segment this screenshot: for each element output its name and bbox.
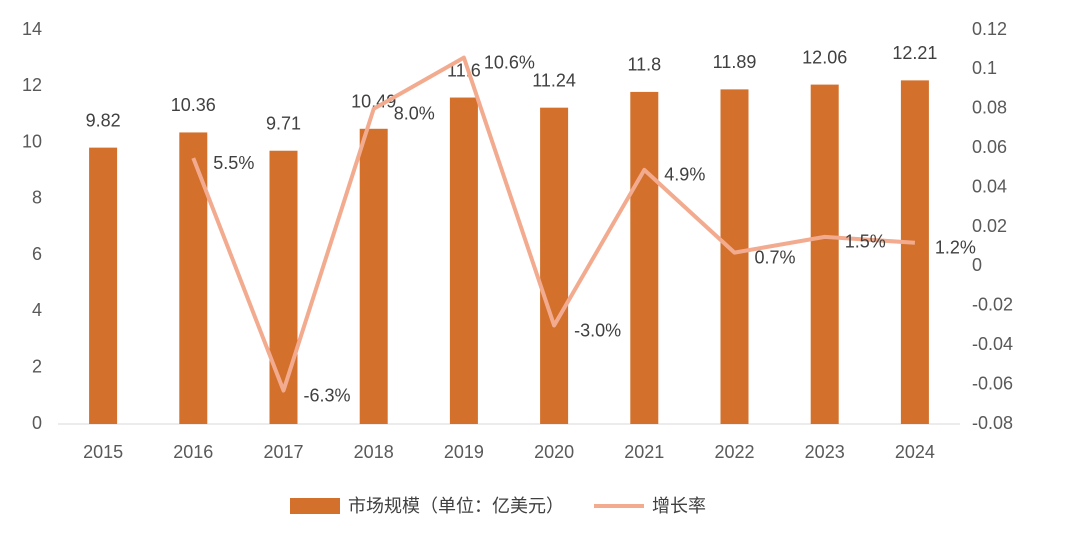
x-tick-label: 2018 [354, 442, 394, 462]
bar-value-label: 11.8 [627, 55, 661, 75]
bar [900, 80, 929, 424]
bar-value-label: 10.36 [171, 95, 216, 115]
x-tick-label: 2017 [263, 442, 303, 462]
y2-tick-label: 0.1 [972, 58, 997, 78]
legend-label: 市场规模（单位：亿美元） [348, 496, 564, 516]
y-tick-label: 6 [32, 244, 42, 264]
y-tick-label: 4 [32, 300, 42, 320]
bar [359, 128, 388, 424]
bar [810, 84, 839, 425]
y-tick-label: 12 [22, 75, 42, 95]
y2-tick-label: 0 [972, 255, 982, 275]
x-tick-label: 2022 [714, 442, 754, 462]
line-value-label: 4.9% [664, 165, 705, 185]
line-value-label: -6.3% [304, 385, 351, 405]
y2-tick-label: 0.12 [972, 19, 1007, 39]
legend-swatch [290, 498, 340, 514]
y-tick-label: 10 [22, 131, 42, 151]
line-value-label: 5.5% [213, 153, 254, 173]
y-tick-label: 0 [32, 413, 42, 433]
y2-tick-label: -0.02 [972, 295, 1013, 315]
bar-value-label: 11.89 [713, 52, 757, 72]
y2-tick-label: -0.08 [972, 413, 1013, 433]
bar [540, 107, 569, 424]
y-tick-label: 14 [22, 19, 42, 39]
bar-value-label: 12.06 [802, 47, 847, 67]
bar-value-label: 11.24 [532, 70, 576, 90]
x-tick-label: 2021 [624, 442, 664, 462]
bar-value-label: 11.6 [447, 60, 481, 80]
x-tick-label: 2015 [83, 442, 123, 462]
bar [269, 150, 298, 425]
bar [720, 89, 749, 424]
line-value-label: 10.6% [484, 52, 535, 72]
line-value-label: 1.5% [845, 232, 886, 252]
y-tick-label: 2 [32, 356, 42, 376]
bar-value-label: 12.21 [892, 43, 937, 63]
bar [449, 97, 478, 425]
legend-label: 增长率 [652, 496, 706, 516]
bar-value-label: 10.49 [351, 92, 396, 112]
line-value-label: 1.2% [935, 238, 976, 258]
y2-tick-label: -0.04 [972, 334, 1013, 354]
y2-tick-label: 0.08 [972, 98, 1007, 118]
bar [179, 132, 208, 424]
line-value-label: -3.0% [574, 320, 621, 340]
bar-value-label: 9.71 [266, 113, 301, 133]
x-tick-label: 2024 [895, 442, 935, 462]
y2-tick-label: 0.06 [972, 137, 1007, 157]
bar [89, 147, 118, 424]
bar-value-label: 9.82 [86, 110, 121, 130]
y-tick-label: 8 [32, 188, 42, 208]
line-value-label: 0.7% [755, 247, 796, 267]
y2-tick-label: 0.04 [972, 176, 1007, 196]
line-value-label: 8.0% [394, 104, 435, 124]
y2-tick-label: 0.02 [972, 216, 1007, 236]
y2-tick-label: -0.06 [972, 373, 1013, 393]
x-tick-label: 2019 [444, 442, 484, 462]
x-tick-label: 2023 [805, 442, 845, 462]
bar [630, 91, 659, 425]
x-tick-label: 2016 [173, 442, 213, 462]
x-tick-label: 2020 [534, 442, 574, 462]
growth-line [191, 55, 916, 393]
